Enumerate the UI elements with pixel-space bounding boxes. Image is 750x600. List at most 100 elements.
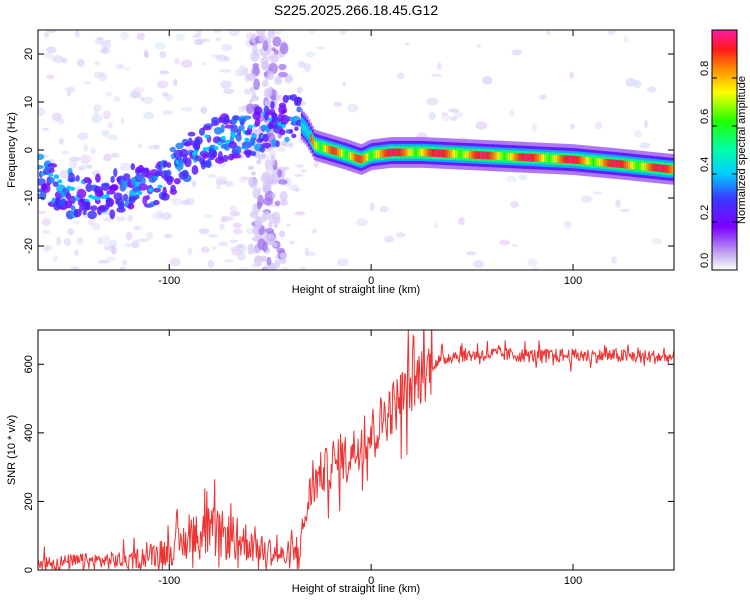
heatmap-band-cell [506, 152, 509, 161]
heatmap-band-cell [411, 148, 414, 157]
heatmap-ridge-blob [213, 126, 223, 135]
heatmap-band-cell [433, 149, 436, 157]
heatmap-noise-blob [41, 218, 52, 227]
heatmap-noise-blob [218, 223, 225, 230]
heatmap-ridge-blob [152, 187, 162, 193]
heatmap-noise-blob [428, 112, 436, 121]
heatmap-ridge-blob [87, 210, 97, 220]
heatmap-ridge-blob [122, 193, 129, 202]
heatmap-noise-blob [395, 232, 406, 238]
heatmap-noise-blob [50, 55, 58, 62]
heatmap-noise-blob [83, 143, 89, 152]
heatmap-noise-blob [46, 229, 51, 234]
heatmap-noise-blob [163, 233, 173, 239]
heatmap-band-cell [395, 148, 398, 157]
heatmap-ridge-blob [271, 138, 277, 148]
colorbar-gradient [711, 29, 738, 271]
heatmap-band-cell [366, 152, 369, 161]
heatmap-band-cell [606, 158, 609, 167]
heatmap-band-cell [415, 148, 418, 157]
heatmap-noise-blob [539, 94, 547, 100]
heatmap-noise-blob [238, 266, 250, 270]
snr-series-line [38, 330, 674, 570]
heatmap-noise-blob [262, 40, 269, 52]
heatmap-noise-blob [174, 57, 180, 65]
heatmap-band-cell [371, 150, 374, 159]
heatmap-noise-blob [200, 106, 208, 115]
heatmap-band-cell [657, 164, 660, 172]
heatmap-noise-blob [625, 77, 636, 87]
heatmap-band-cell [373, 150, 376, 159]
heatmap-band-cell [422, 148, 425, 157]
heatmap-noise-blob [73, 220, 80, 225]
heatmap-noise-blob [313, 159, 319, 168]
heatmap-band-cell [362, 154, 365, 163]
heatmap-band-cell [528, 153, 531, 162]
heatmap-noise-blob [216, 54, 228, 62]
heatmap-band-cell [446, 149, 449, 158]
heatmap-noise-blob [256, 159, 262, 165]
heatmap-ridge-blob [232, 115, 240, 121]
snr-axes: -100 0 100 0 200 400 600 [23, 330, 674, 587]
heatmap-noise-blob [279, 166, 291, 171]
heatmap-noise-blob [102, 110, 111, 120]
heatmap-noise-blob [257, 201, 262, 210]
heatmap-band-cell [317, 142, 320, 150]
heatmap-ridge-peak [277, 121, 283, 126]
heatmap-band-cell [658, 164, 662, 172]
heatmap-noise-blob [43, 52, 53, 59]
heatmap-band-cell [644, 162, 647, 171]
heatmap-band-cell [389, 148, 393, 157]
heatmap-ridge-blob [52, 181, 59, 187]
heatmap-noise-blob [198, 228, 210, 235]
heatmap-ridge-blob [75, 175, 80, 182]
heatmap-ridge-blob [68, 172, 75, 183]
heatmap-band-cell [542, 154, 545, 163]
heatmap-noise-blob [304, 251, 317, 257]
heatmap-noise-blob [68, 160, 78, 170]
heatmap-noise-blob [124, 242, 133, 248]
heatmap-noise-blob [237, 251, 246, 261]
heatmap-band-cell [549, 154, 553, 163]
heatmap-ridge-blob [169, 188, 178, 195]
heatmap-band-cell [477, 151, 480, 159]
heatmap-noise-blob [207, 233, 219, 238]
heatmap-noise-blob [246, 227, 254, 235]
heatmap-noise-blob [137, 238, 150, 242]
heatmap-noise-blob [142, 96, 154, 104]
heatmap-noise-blob [220, 80, 232, 89]
heatmap-noise-blob [615, 199, 621, 208]
heatmap-noise-blob [171, 198, 183, 206]
snr-y-tick-label: 0 [23, 567, 35, 573]
heatmap-noise-blob [107, 134, 118, 141]
heatmap-ridge-peak [100, 195, 106, 200]
heatmap-noise-blob [273, 221, 278, 229]
heatmap-band-cell [417, 148, 420, 157]
heatmap-ridge-blob [38, 164, 44, 170]
heatmap-ridge-peak [57, 179, 63, 184]
heatmap-noise-blob [277, 168, 283, 178]
heatmap-band-cell [617, 160, 620, 168]
heatmap-noise-blob [336, 258, 349, 267]
heatmap-noise-blob [570, 123, 575, 129]
heatmap-band-cell [497, 152, 500, 160]
heatmap-ridge-blob [222, 154, 229, 162]
heatmap-ridge-peak [204, 134, 210, 139]
heatmap-noise-blob [201, 61, 206, 66]
heatmap-noise-blob [91, 223, 101, 231]
heatmap-noise-blob [237, 106, 247, 113]
heatmap-ridge-peak [131, 192, 137, 197]
heatmap-noise-blob [229, 205, 238, 213]
heatmap-noise-blob [82, 80, 92, 85]
heatmap-band-cell [400, 148, 404, 157]
heatmap-noise-blob [619, 208, 630, 212]
heatmap-noise-blob [279, 252, 287, 259]
heatmap-noise-blob [342, 81, 347, 87]
heatmap-ridge-blob [145, 195, 150, 200]
heatmap-noise-blob [161, 91, 169, 97]
heatmap-band-cell [526, 153, 529, 162]
heatmap-ridge-blob [260, 124, 267, 131]
heatmap-band-cell [649, 163, 652, 172]
snr-x-tick-label: 0 [368, 575, 374, 587]
